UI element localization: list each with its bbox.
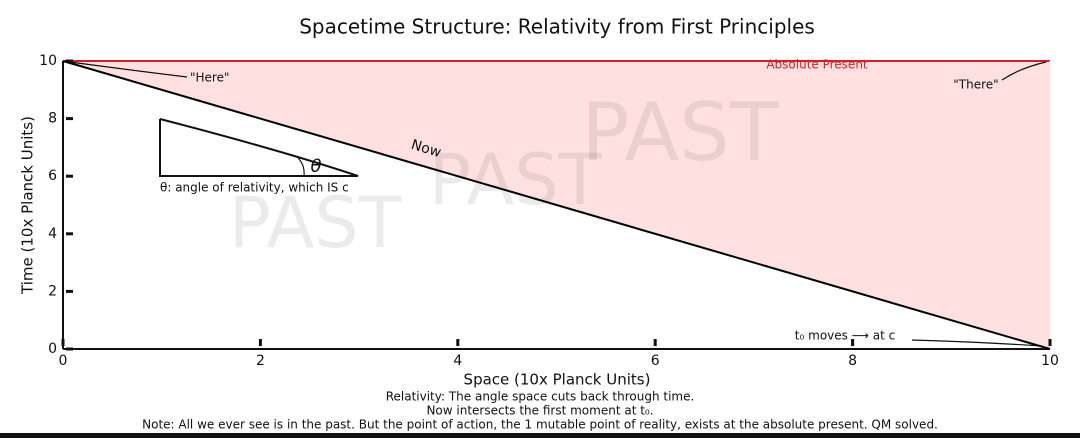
note: Relativity: The angle space cuts back th… (386, 390, 695, 404)
inset-triangle (159, 118, 359, 177)
note: Now intersects the first moment at t₀. (426, 404, 653, 418)
there-label: "There" (953, 78, 998, 92)
bottom-bar (0, 433, 1080, 438)
x-tick-label: 6 (651, 353, 660, 369)
theta-arc (297, 157, 305, 177)
y-tick-label: 6 (48, 168, 57, 184)
here-arrow (69, 61, 188, 78)
here-label: "Here" (190, 71, 230, 85)
x-tick-label: 2 (256, 353, 265, 369)
there-arrow (1001, 61, 1047, 81)
y-tick-label: 0 (48, 341, 57, 357)
x-axis-label: Space (10x Planck Units) (464, 371, 651, 389)
x-tick-label: 4 (453, 353, 462, 369)
theta-label: θ (310, 156, 321, 177)
now-line (62, 60, 1051, 350)
past-watermark: PAST (429, 139, 602, 221)
t0-arrow (911, 339, 1043, 347)
inset-caption: θ: angle of relativity, which IS c (160, 181, 349, 195)
y-axis-label: Time (10x Planck Units) (19, 116, 37, 295)
note: Note: All we ever see is in the past. Bu… (142, 418, 938, 432)
x-tick-label: 8 (848, 353, 857, 369)
y-tick-label: 4 (48, 226, 57, 242)
chart-title: Spacetime Structure: Relativity from Fir… (299, 15, 815, 39)
past-watermark: PAST (229, 182, 402, 264)
y-tick-label: 10 (39, 53, 57, 69)
x-tick-label: 0 (59, 353, 68, 369)
y-tick-label: 2 (48, 283, 57, 299)
present-label: Absolute Present (766, 58, 868, 72)
x-tick-label: 10 (1041, 353, 1059, 369)
y-tick-label: 8 (48, 111, 57, 127)
t0-label: t₀ moves ⟶ at c (795, 329, 895, 343)
past-watermark: PAST (581, 86, 780, 179)
